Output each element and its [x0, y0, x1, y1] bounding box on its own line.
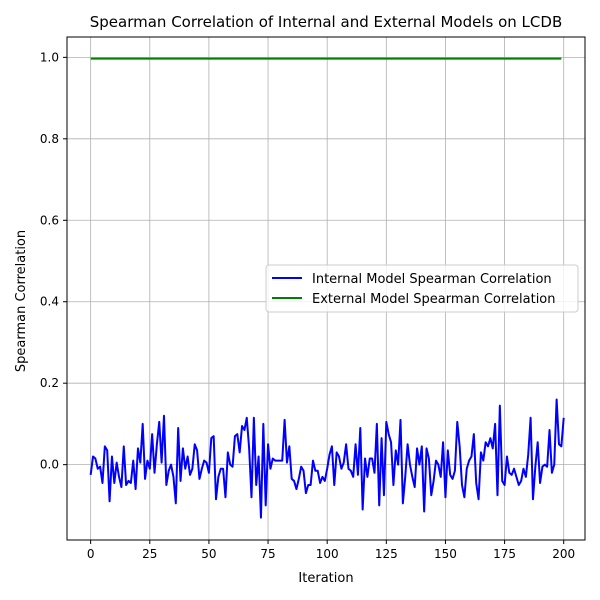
series-lines — [89, 57, 565, 519]
y-tick-label: 0.8 — [40, 132, 59, 146]
x-tick-label: 0 — [87, 547, 95, 561]
internal-model-series-line — [89, 398, 565, 519]
plot-frame — [66, 36, 586, 541]
y-axis-label: Spearman Correlation — [14, 230, 29, 372]
x-tick-label: 75 — [260, 547, 275, 561]
y-tick-label: 0.2 — [40, 376, 59, 390]
y-tick-label: 0.4 — [40, 295, 59, 309]
x-tick-label: 50 — [201, 547, 216, 561]
y-tick-label: 0.0 — [40, 458, 59, 472]
legend: Internal Model Spearman Correlation Exte… — [265, 264, 579, 313]
legend-label-external: External Model Spearman Correlation — [312, 292, 556, 307]
y-tick-label: 1.0 — [40, 50, 59, 64]
x-tick-label: 125 — [375, 547, 398, 561]
x-tick-label: 200 — [552, 547, 575, 561]
ticks: 0 25 50 75 100 125 150 175 200 0.0 0.2 0.4 0.6 0.8 1.0 — [40, 50, 575, 561]
x-tick-label: 25 — [142, 547, 157, 561]
legend-box — [265, 264, 579, 313]
chart-title: Spearman Correlation of Internal and Ext… — [90, 13, 562, 31]
y-tick-label: 0.6 — [40, 213, 59, 227]
x-axis-label: Iteration — [298, 571, 353, 586]
x-tick-label: 150 — [434, 547, 457, 561]
legend-label-internal: Internal Model Spearman Correlation — [312, 272, 552, 287]
x-tick-label: 175 — [493, 547, 516, 561]
x-tick-label: 100 — [316, 547, 339, 561]
